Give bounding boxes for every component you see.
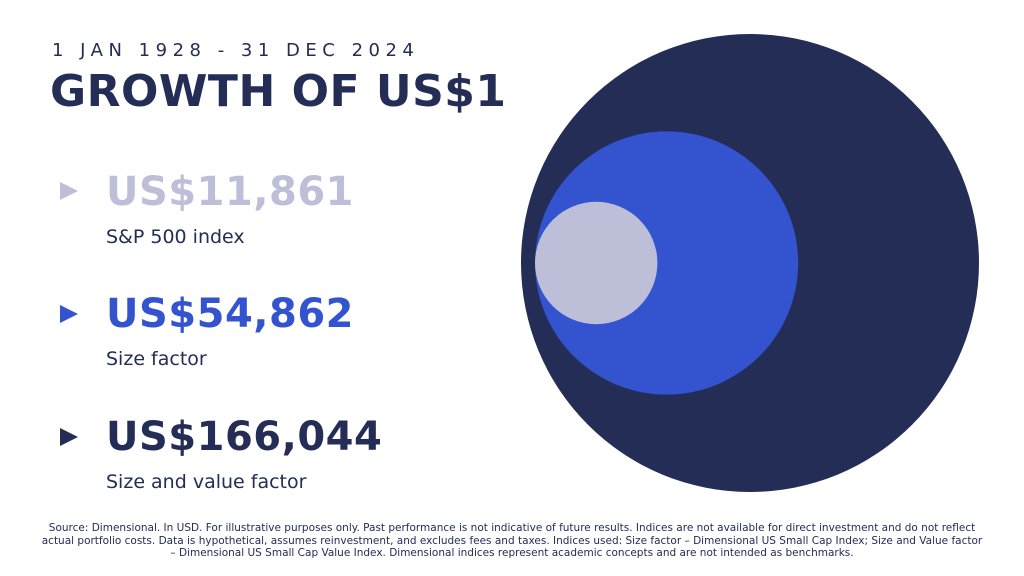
series-label-size-factor: Size factor [106, 348, 207, 370]
triangle-right-icon [60, 428, 78, 446]
triangle-right-icon [60, 305, 78, 323]
bubble-size-factor [535, 131, 799, 395]
value-label-size-value-factor: US$166,044 [106, 414, 383, 460]
value-label-sp500: US$11,861 [106, 169, 354, 215]
series-label-sp500: S&P 500 index [106, 226, 245, 248]
source-footnote: Source: Dimensional. In USD. For illustr… [41, 522, 983, 559]
bubble-sp500 [535, 201, 658, 325]
value-label-size-factor: US$54,862 [106, 291, 354, 337]
date-range: 1 JAN 1928 - 31 DEC 2024 [52, 40, 420, 61]
triangle-right-icon [60, 182, 78, 200]
series-label-size-value-factor: Size and value factor [106, 471, 307, 493]
page-title: GROWTH OF US$1 [50, 66, 507, 117]
